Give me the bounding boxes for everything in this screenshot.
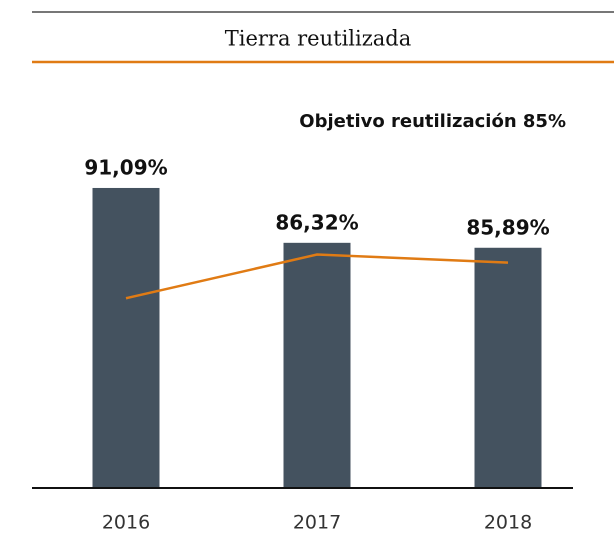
value-label: 85,89% (466, 215, 549, 239)
value-label: 91,09% (84, 155, 167, 179)
x-tick-label: 2018 (484, 512, 532, 534)
legend-label: Objetivo reutilización 85% (299, 111, 566, 132)
value-label: 86,32% (275, 210, 358, 234)
x-tick-label: 2017 (293, 512, 341, 534)
bar (474, 247, 542, 488)
chart-title: Tierra reutilizada (225, 27, 412, 51)
bar (92, 187, 160, 488)
line-series (125, 253, 509, 300)
x-tick-label: 2016 (102, 512, 150, 534)
bar (283, 242, 351, 488)
